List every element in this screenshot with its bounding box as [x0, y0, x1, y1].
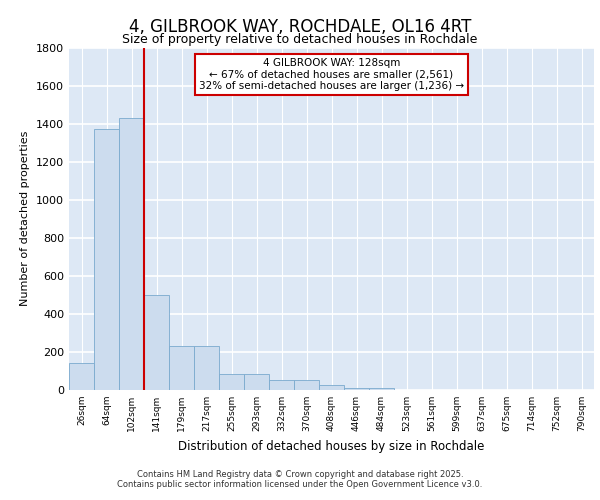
Bar: [94, 130, 119, 390]
Bar: [69, 364, 94, 390]
Bar: [119, 118, 144, 390]
Bar: [244, 374, 269, 390]
Bar: [194, 346, 219, 390]
Bar: [144, 295, 169, 390]
Bar: [319, 385, 344, 390]
Text: 4, GILBROOK WAY, ROCHDALE, OL16 4RT: 4, GILBROOK WAY, ROCHDALE, OL16 4RT: [129, 18, 471, 36]
Y-axis label: Number of detached properties: Number of detached properties: [20, 131, 31, 306]
Text: Size of property relative to detached houses in Rochdale: Size of property relative to detached ho…: [122, 32, 478, 46]
Bar: [344, 388, 369, 390]
Text: Contains HM Land Registry data © Crown copyright and database right 2025.
Contai: Contains HM Land Registry data © Crown c…: [118, 470, 482, 489]
Bar: [219, 374, 244, 390]
X-axis label: Distribution of detached houses by size in Rochdale: Distribution of detached houses by size …: [178, 440, 485, 452]
Text: 4 GILBROOK WAY: 128sqm
← 67% of detached houses are smaller (2,561)
32% of semi-: 4 GILBROOK WAY: 128sqm ← 67% of detached…: [199, 58, 464, 91]
Bar: [369, 388, 394, 390]
Bar: [294, 380, 319, 390]
Bar: [169, 346, 194, 390]
Bar: [269, 380, 294, 390]
